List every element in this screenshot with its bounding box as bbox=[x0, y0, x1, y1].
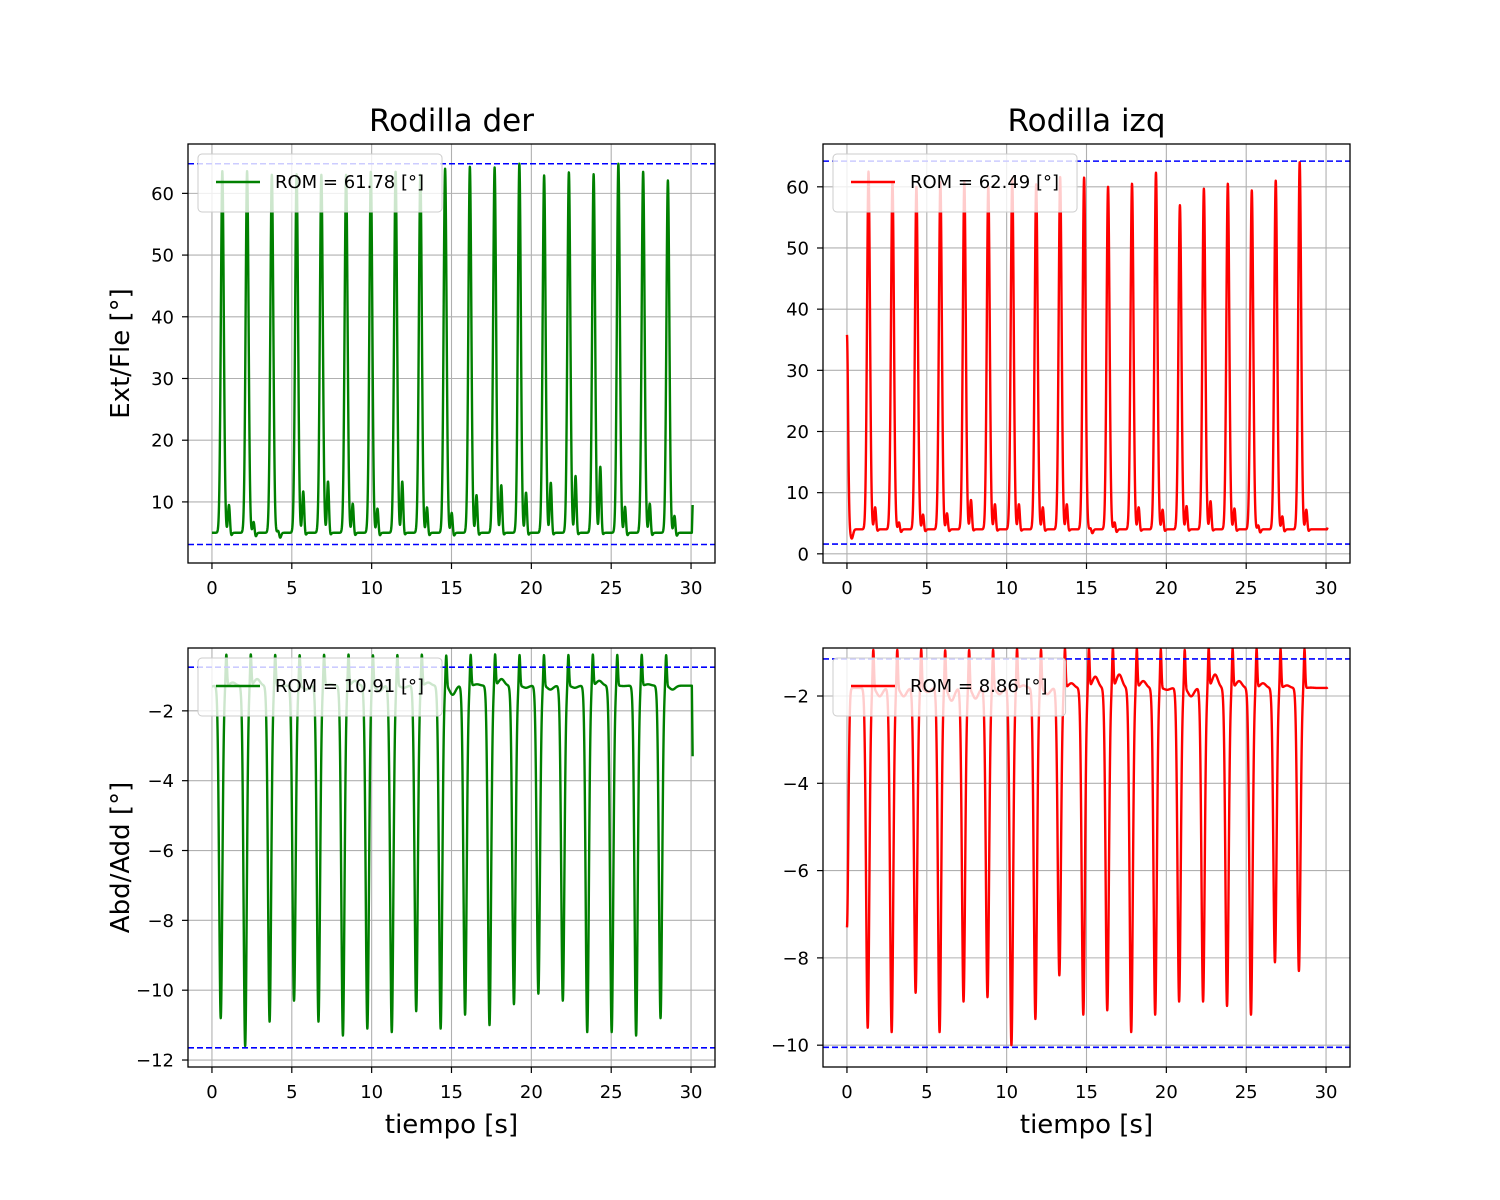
x-tick-label: 15 bbox=[440, 578, 463, 599]
x-tick-label: 25 bbox=[1235, 578, 1258, 599]
y-axis-label: Abd/Add [°] bbox=[106, 782, 136, 933]
x-tick-label: 5 bbox=[921, 578, 932, 599]
chart-title: Rodilla izq bbox=[1007, 103, 1165, 139]
legend: ROM = 8.86 [°] bbox=[832, 657, 1067, 717]
y-tick-label: 0 bbox=[798, 544, 809, 565]
legend-frame bbox=[832, 153, 1078, 213]
y-tick-label: −10 bbox=[136, 981, 174, 1002]
x-tick-label: 5 bbox=[286, 578, 297, 599]
subplot-1: 0 5 10 15 20 25 30 10 20 30 40 50 60 Rodilla der Ext/F… bbox=[106, 103, 716, 599]
x-axis-label: tiempo [s] bbox=[385, 1110, 518, 1140]
y-tick-label: 60 bbox=[786, 177, 809, 198]
y-tick-label: −6 bbox=[147, 841, 174, 862]
x-tick-label: 15 bbox=[1075, 1082, 1098, 1103]
legend-frame bbox=[197, 657, 443, 717]
x-tick-label: 25 bbox=[600, 1082, 623, 1103]
y-tick-label: −2 bbox=[782, 687, 809, 708]
y-tick-label: −6 bbox=[782, 861, 809, 882]
legend: ROM = 62.49 [°] bbox=[832, 153, 1078, 213]
x-tick-label: 15 bbox=[440, 1082, 463, 1103]
x-tick-label: 20 bbox=[1155, 1082, 1178, 1103]
y-tick-label: −2 bbox=[147, 701, 174, 722]
legend-label: ROM = 62.49 [°] bbox=[910, 172, 1059, 193]
x-tick-label: 10 bbox=[360, 578, 383, 599]
x-tick-label: 30 bbox=[1315, 578, 1338, 599]
y-axis-label: Ext/Fle [°] bbox=[106, 288, 136, 419]
legend-label: ROM = 10.91 [°] bbox=[275, 676, 424, 697]
x-axis-label: tiempo [s] bbox=[1020, 1110, 1153, 1140]
y-tick-label: 50 bbox=[151, 246, 174, 267]
x-tick-label: 30 bbox=[680, 578, 703, 599]
series-line bbox=[210, 162, 694, 539]
y-tick-label: 20 bbox=[151, 431, 174, 452]
legend-label: ROM = 61.78 [°] bbox=[275, 172, 424, 193]
x-tick-label: 5 bbox=[286, 1082, 297, 1103]
series-line bbox=[210, 653, 694, 1048]
y-tick-label: 50 bbox=[786, 238, 809, 259]
y-tick-label: 40 bbox=[786, 300, 809, 321]
x-tick-label: 30 bbox=[1315, 1082, 1338, 1103]
legend: ROM = 61.78 [°] bbox=[197, 153, 443, 213]
y-tick-label: 10 bbox=[151, 492, 174, 513]
series-line bbox=[845, 161, 1329, 540]
x-tick-label: 0 bbox=[841, 1082, 852, 1103]
y-tick-label: 30 bbox=[151, 369, 174, 390]
y-tick-label: −12 bbox=[136, 1051, 174, 1072]
x-tick-label: 30 bbox=[680, 1082, 703, 1103]
y-tick-label: −4 bbox=[147, 771, 174, 792]
x-tick-label: 10 bbox=[995, 578, 1018, 599]
x-tick-label: 20 bbox=[1155, 578, 1178, 599]
y-tick-label: −4 bbox=[782, 774, 809, 795]
y-tick-label: 10 bbox=[786, 483, 809, 504]
subplot-4: 0 5 10 15 20 25 30 −10 −8 −6 −4 −2 tiempo [s] ROM = 8… bbox=[771, 647, 1351, 1140]
chart-title: Rodilla der bbox=[369, 103, 534, 139]
y-tick-label: 20 bbox=[786, 422, 809, 443]
x-tick-label: 25 bbox=[600, 578, 623, 599]
y-tick-label: 40 bbox=[151, 307, 174, 328]
x-tick-label: 0 bbox=[206, 1082, 217, 1103]
legend-frame bbox=[832, 657, 1067, 717]
x-tick-label: 0 bbox=[206, 578, 217, 599]
y-tick-label: −10 bbox=[771, 1036, 809, 1057]
subplot-2: 0 5 10 15 20 25 30 0 10 20 30 40 50 60 Rodilla izq ROM … bbox=[786, 103, 1351, 599]
subplot-3: 0 5 10 15 20 25 30 −12 −10 −8 −6 −4 −2 tiempo [s] Abd/… bbox=[106, 647, 716, 1140]
x-tick-label: 20 bbox=[520, 578, 543, 599]
y-tick-label: 60 bbox=[151, 184, 174, 205]
y-tick-label: 30 bbox=[786, 361, 809, 382]
x-tick-label: 5 bbox=[921, 1082, 932, 1103]
x-tick-label: 20 bbox=[520, 1082, 543, 1103]
y-tick-label: −8 bbox=[147, 911, 174, 932]
legend-frame bbox=[197, 153, 443, 213]
x-tick-label: 15 bbox=[1075, 578, 1098, 599]
x-tick-label: 10 bbox=[995, 1082, 1018, 1103]
y-tick-label: −8 bbox=[782, 948, 809, 969]
x-tick-label: 10 bbox=[360, 1082, 383, 1103]
legend: ROM = 10.91 [°] bbox=[197, 657, 443, 717]
x-tick-label: 25 bbox=[1235, 1082, 1258, 1103]
x-tick-label: 0 bbox=[841, 578, 852, 599]
legend-label: ROM = 8.86 [°] bbox=[910, 676, 1048, 697]
